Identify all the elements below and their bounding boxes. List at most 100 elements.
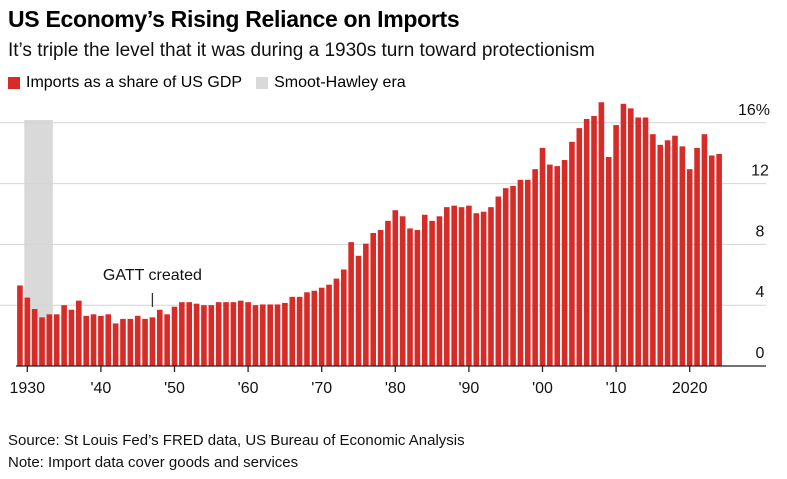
bar-1960	[245, 302, 251, 366]
bar-1932	[39, 317, 45, 366]
bar-1946	[142, 318, 148, 366]
bar-1965	[282, 302, 288, 366]
bar-2013	[635, 117, 641, 366]
bar-1938	[83, 315, 89, 366]
legend-swatch-gray	[256, 77, 269, 89]
x-tick-label: 2020	[672, 380, 708, 397]
x-tick-label: '70	[311, 380, 332, 397]
bar-1969	[311, 290, 318, 366]
bar-1956	[215, 302, 222, 366]
bar-2018	[672, 135, 678, 366]
bar-1991	[473, 213, 480, 366]
bar-2024	[716, 153, 722, 366]
bar-2003	[561, 160, 568, 366]
bar-1983	[414, 229, 421, 366]
bar-1987	[444, 207, 450, 366]
bar-1971	[326, 284, 332, 366]
bar-1957	[223, 302, 229, 366]
bar-1995	[502, 188, 509, 366]
legend-item-imports: Imports as a share of US GDP	[8, 74, 242, 92]
bar-1947	[149, 317, 156, 366]
legend-item-smoot-hawley: Smoot-Hawley era	[256, 74, 406, 92]
bar-2016	[657, 144, 664, 366]
bar-2011	[620, 103, 627, 367]
bar-2022	[701, 134, 708, 366]
bar-1951	[179, 302, 185, 366]
bar-2000	[539, 147, 546, 366]
bar-1949	[164, 314, 170, 366]
bar-2007	[591, 115, 597, 367]
bar-1942	[112, 323, 119, 366]
x-tick-label: 1930	[10, 380, 46, 397]
bar-1985	[429, 220, 435, 366]
bar-2008	[598, 102, 605, 366]
bar-1962	[260, 304, 266, 366]
legend-label: Smoot-Hawley era	[274, 74, 406, 91]
bar-1994	[495, 196, 502, 366]
bar-2004	[569, 141, 575, 366]
bar-1975	[355, 255, 362, 366]
bar-2021	[694, 147, 700, 366]
y-tick-label: 12	[751, 163, 769, 180]
bar-1986	[436, 216, 443, 366]
bar-1990	[466, 205, 472, 366]
bar-1982	[407, 228, 413, 366]
x-tick-label: '10	[606, 380, 627, 397]
chart-subtitle: It’s triple the level that it was during…	[8, 40, 595, 61]
bar-1966	[289, 296, 296, 366]
x-tick-label: '50	[164, 380, 185, 397]
bar-1941	[105, 314, 112, 366]
x-tick-label: '00	[532, 380, 553, 397]
bar-1952	[186, 302, 193, 366]
bar-1996	[510, 185, 516, 366]
bar-1972	[333, 278, 340, 366]
bar-1964	[274, 304, 281, 366]
bar-2014	[642, 117, 649, 366]
bar-1984	[421, 214, 428, 366]
annotation-gatt: GATT created	[103, 267, 202, 284]
bar-1981	[399, 216, 406, 366]
bar-1935	[61, 305, 67, 366]
x-tick-label: '90	[458, 380, 479, 397]
chart-title: US Economy’s Rising Reliance on Imports	[8, 6, 460, 32]
bar-2017	[664, 140, 671, 366]
bar-2006	[583, 119, 590, 366]
bar-1998	[524, 179, 531, 366]
bar-1973	[340, 269, 347, 366]
bar-1950	[171, 306, 178, 366]
bar-1970	[318, 287, 325, 366]
bar-1954	[201, 305, 207, 366]
bar-1978	[377, 229, 384, 366]
bar-2015	[650, 134, 656, 366]
x-tick-label: '80	[385, 380, 406, 397]
bar-1934	[53, 314, 60, 366]
bar-1976	[363, 243, 369, 366]
bar-1933	[46, 314, 53, 366]
bar-1989	[458, 207, 465, 366]
bar-2023	[708, 155, 715, 366]
bar-1968	[304, 292, 310, 366]
y-tick-label: 0	[756, 345, 765, 362]
bar-1988	[451, 205, 457, 366]
bar-1955	[208, 305, 215, 366]
bar-1929	[17, 285, 23, 366]
bar-2001	[547, 164, 553, 366]
bar-2002	[554, 166, 561, 366]
bar-1931	[31, 309, 38, 366]
bar-1937	[76, 300, 82, 366]
bar-1979	[385, 220, 391, 366]
bar-1930	[24, 297, 31, 366]
bar-1999	[532, 169, 538, 366]
bar-1997	[517, 179, 524, 366]
source-note: Source: St Louis Fed’s FRED data, US Bur…	[8, 432, 465, 449]
x-tick-label: '60	[238, 380, 259, 397]
bar-1944	[127, 318, 134, 366]
bar-1967	[296, 296, 303, 366]
bar-1980	[392, 210, 399, 366]
x-tick-label: '40	[90, 380, 111, 397]
bar-1993	[488, 207, 494, 366]
bar-1945	[134, 315, 141, 366]
bar-2009	[605, 157, 612, 366]
bar-2019	[679, 146, 686, 366]
